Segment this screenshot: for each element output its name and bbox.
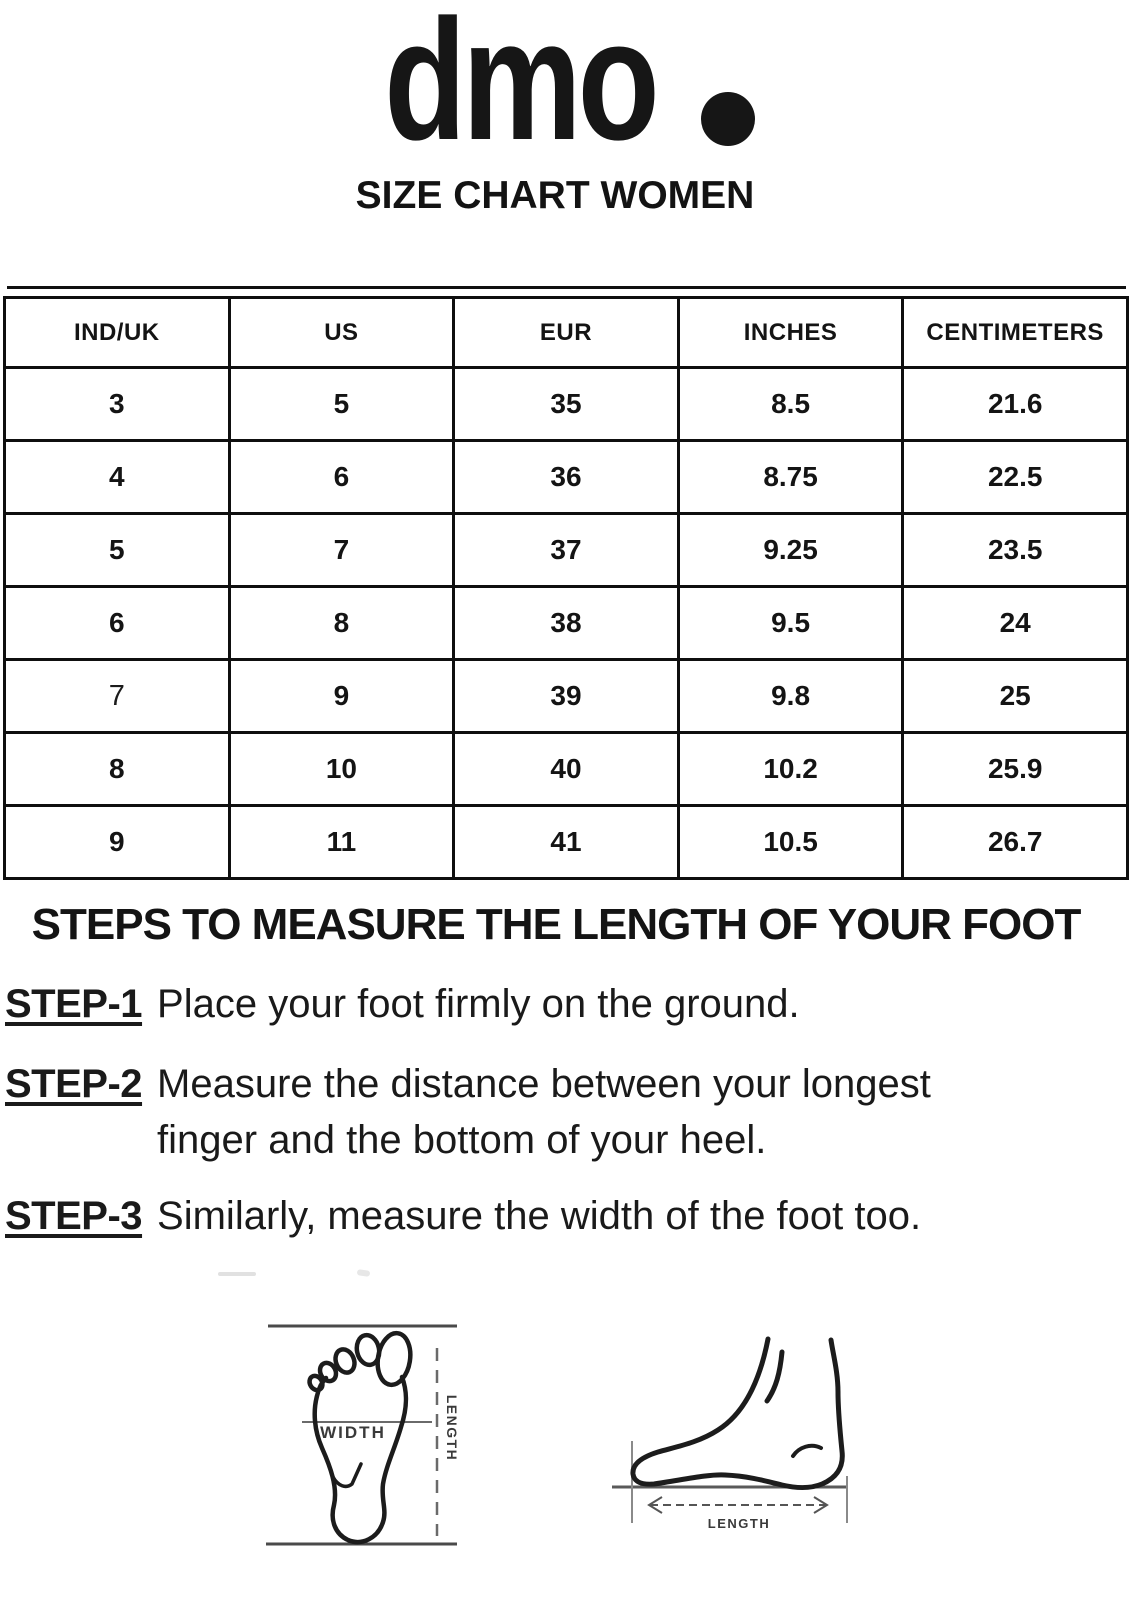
step-item-1: STEP-1 Place your foot firmly on the gro… xyxy=(5,976,800,1032)
table-cell: 23.5 xyxy=(901,512,1129,588)
brand-logo-text: dmo xyxy=(384,0,659,176)
table-cell: 37 xyxy=(452,512,680,588)
table-cell: 38 xyxy=(452,585,680,661)
step-2-text: Measure the distance between your longes… xyxy=(157,1062,931,1162)
heel-crease xyxy=(791,1443,823,1458)
table-row: 7 9 39 9.8 25 xyxy=(3,658,1129,734)
table-cell: 10.5 xyxy=(676,804,905,880)
size-table-body: 3 5 35 8.5 21.6 4 6 36 8.75 22.5 5 7 37 9.25 23.5 6 8 38 9… xyxy=(3,366,1129,880)
table-cell: 25 xyxy=(901,658,1129,734)
table-row: 8 10 40 10.2 25.9 xyxy=(3,731,1129,807)
step-1-text: Place your foot firmly on the ground. xyxy=(157,982,800,1026)
footprint-outline xyxy=(307,1330,413,1545)
table-cell: 9.25 xyxy=(676,512,905,588)
table-cell: 9.8 xyxy=(676,658,905,734)
table-cell: 5 xyxy=(3,512,231,588)
table-cell: 11 xyxy=(227,804,456,880)
step-3-text: Similarly, measure the width of the foot… xyxy=(157,1194,922,1238)
toe xyxy=(333,1347,357,1375)
table-cell: 7 xyxy=(3,658,231,734)
table-cell: 4 xyxy=(3,439,231,515)
steps-heading: STEPS TO MEASURE THE LENGTH OF YOUR FOOT xyxy=(31,900,1082,949)
table-cell: 25.9 xyxy=(901,731,1129,807)
table-cell: 10 xyxy=(227,731,456,807)
table-cell: 9 xyxy=(227,658,456,734)
sole-outline xyxy=(312,1374,409,1545)
table-header-cell-ind-uk: IND/UK xyxy=(3,296,231,369)
table-cell: 10.2 xyxy=(676,731,905,807)
toe xyxy=(354,1332,382,1368)
table-cell: 39 xyxy=(452,658,680,734)
footprint-width-label: WIDTH xyxy=(320,1423,386,1442)
table-cell: 35 xyxy=(452,366,680,442)
table-row: 5 7 37 9.25 23.5 xyxy=(3,512,1129,588)
table-row: 4 6 36 8.75 22.5 xyxy=(3,439,1129,515)
table-cell: 8 xyxy=(3,731,231,807)
table-top-rule xyxy=(7,286,1126,289)
table-cell: 41 xyxy=(452,804,680,880)
table-cell: 9.5 xyxy=(676,585,905,661)
table-cell: 3 xyxy=(3,366,231,442)
toe xyxy=(317,1360,339,1384)
table-cell: 8 xyxy=(227,585,456,661)
table-header-cell-us: US xyxy=(227,296,456,369)
step-3-label: STEP-3 xyxy=(5,1194,143,1238)
table-cell: 9 xyxy=(3,804,231,880)
table-header-row: IND/UK US EUR INCHES CENTIMETERS xyxy=(3,296,1129,369)
step-1-label: STEP-1 xyxy=(5,982,143,1026)
table-cell: 7 xyxy=(227,512,456,588)
step-2-label: STEP-2 xyxy=(5,1062,143,1106)
table-row: 6 8 38 9.5 24 xyxy=(3,585,1129,661)
table-header-cell-centimeters: CENTIMETERS xyxy=(901,296,1129,369)
footprint-length-label: LENGTH xyxy=(444,1395,460,1462)
table-cell: 8.5 xyxy=(676,366,905,442)
table-row: 3 5 35 8.5 21.6 xyxy=(3,366,1129,442)
table-cell: 8.75 xyxy=(676,439,905,515)
table-cell: 40 xyxy=(452,731,680,807)
table-cell: 6 xyxy=(3,585,231,661)
table-cell: 26.7 xyxy=(901,804,1129,880)
table-header-cell-inches: INCHES xyxy=(676,296,905,369)
size-chart-table: IND/UK US EUR INCHES CENTIMETERS 3 5 35 8.5… xyxy=(3,296,1129,880)
arch-crease xyxy=(331,1462,363,1489)
logo-dot-icon xyxy=(701,92,755,146)
foot-side-outline xyxy=(630,1336,845,1490)
table-header-cell-eur: EUR xyxy=(452,296,680,369)
step-item-2: STEP-2 Measure the distance between your… xyxy=(5,1056,1037,1168)
page-title: SIZE CHART WOMEN xyxy=(355,174,755,217)
table-cell: 5 xyxy=(227,366,456,442)
table-row: 9 11 41 10.5 26.7 xyxy=(3,804,1129,880)
foot-side-diagram: LENGTH xyxy=(612,1336,848,1531)
length-arrow xyxy=(647,1496,829,1514)
table-cell: 6 xyxy=(227,439,456,515)
table-cell: 21.6 xyxy=(901,366,1129,442)
ankle-line xyxy=(764,1349,785,1404)
footprint-diagram: WIDTH LENGTH xyxy=(266,1324,460,1546)
print-artifact xyxy=(218,1272,256,1276)
foot-profile xyxy=(630,1336,845,1490)
foot-side-length-label: LENGTH xyxy=(708,1516,770,1531)
table-cell: 22.5 xyxy=(901,439,1129,515)
table-cell: 24 xyxy=(901,585,1129,661)
step-item-3: STEP-3 Similarly, measure the width of t… xyxy=(5,1188,921,1244)
table-cell: 36 xyxy=(452,439,680,515)
